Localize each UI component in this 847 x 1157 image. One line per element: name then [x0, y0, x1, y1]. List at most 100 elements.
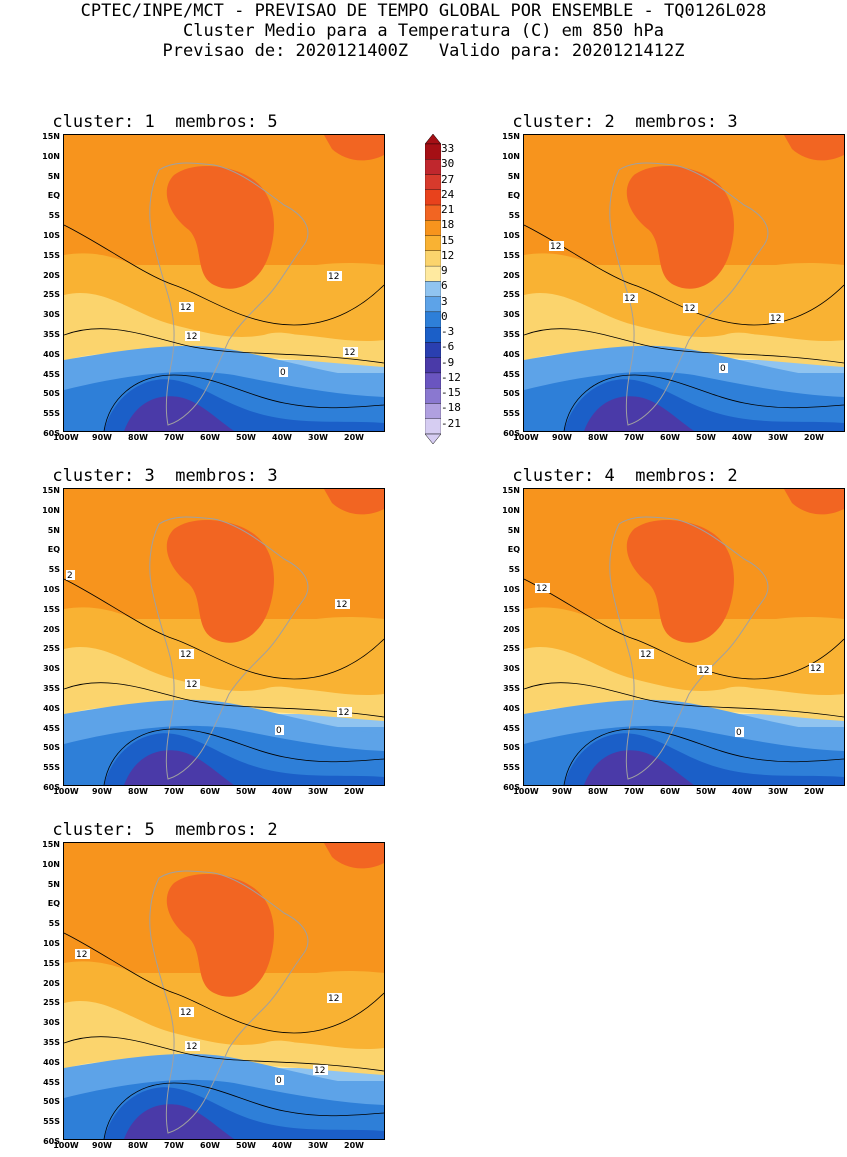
- contour-label: 12: [535, 583, 550, 594]
- lat-tick-label: 5S: [48, 211, 60, 221]
- lat-tick-label: 5S: [508, 211, 520, 221]
- lon-tick-label: 90W: [92, 433, 112, 442]
- svg-text:12: 12: [186, 332, 197, 342]
- lat-tick-label: 25S: [43, 998, 60, 1008]
- hot-core: [784, 489, 844, 515]
- contour-label: 12: [683, 303, 698, 314]
- colorbar-scale: [424, 133, 442, 445]
- lon-tick-label: 60W: [660, 787, 680, 796]
- header-line-1: CPTEC/INPE/MCT - PREVISAO DE TEMPO GLOBA…: [80, 1, 767, 21]
- svg-text:12: 12: [186, 680, 197, 690]
- svg-text:12: 12: [698, 666, 709, 676]
- temperature-map: 12 12 12 12 0: [63, 134, 385, 432]
- lon-tick-label: 80W: [588, 433, 608, 442]
- colorbar-label: 18: [441, 218, 455, 232]
- lat-tick-label: 5S: [48, 565, 60, 575]
- colorbar-swatch: [424, 388, 442, 404]
- members-count: 2: [727, 466, 738, 486]
- colorbar-label: 24: [441, 187, 455, 201]
- lon-tick-label: 20W: [344, 433, 364, 442]
- coldest-region: [124, 750, 234, 785]
- cluster-panel-3: cluster: 3 membros: 3 15N 10N 5N EQ 5S 10S 15S 2…: [0, 466, 385, 796]
- lon-tick-label: 30W: [308, 787, 328, 796]
- svg-text:12: 12: [536, 584, 547, 594]
- hot-core: [626, 165, 734, 289]
- header-line-2: Cluster Medio para a Temperatura (C) em …: [182, 21, 665, 41]
- lat-tick-label: 10S: [503, 231, 520, 240]
- colorbar-label: 30: [441, 157, 455, 171]
- hot-core: [166, 873, 274, 997]
- lat-tick-label: EQ: [47, 899, 60, 909]
- contour-label: 12: [697, 665, 712, 676]
- lat-tick-label: 10N: [42, 151, 60, 161]
- svg-text:12: 12: [180, 650, 191, 660]
- colorbar-swatch: [424, 143, 442, 160]
- cluster-number: 1: [144, 112, 176, 132]
- contour-label: 12: [185, 1041, 200, 1052]
- panel-title: cluster: 2 membros: 3: [460, 112, 790, 132]
- colorbar-swatch: [424, 357, 442, 374]
- svg-text:12: 12: [180, 1008, 191, 1018]
- lon-tick-label: 30W: [768, 433, 788, 442]
- contour-12: [524, 578, 844, 680]
- svg-text:0: 0: [280, 368, 286, 378]
- lon-tick-label: 40W: [272, 433, 292, 442]
- coldest-region: [584, 750, 694, 785]
- contour-12: [64, 224, 384, 326]
- lat-tick-label: 30S: [503, 310, 520, 320]
- colorbar-swatch: [424, 189, 442, 206]
- colorbar-swatch: [424, 403, 442, 419]
- lon-tick-label: 70W: [164, 787, 184, 796]
- contour-label: 0: [279, 367, 288, 378]
- colorbar-label: 21: [441, 203, 455, 217]
- colorbar-label: 6: [441, 279, 448, 293]
- colorbar-label: 15: [441, 233, 455, 247]
- lat-tick-label: 20S: [43, 270, 60, 280]
- contour-12: [64, 578, 384, 680]
- contour-12: [64, 1036, 384, 1072]
- svg-text:12: 12: [180, 303, 191, 313]
- lon-tick-label: 90W: [552, 433, 572, 442]
- cluster-panel-5: cluster: 5 membros: 2 15N 10N 5N EQ 5S 10S 15S 2…: [0, 820, 385, 1150]
- lat-tick-label: 25S: [503, 644, 520, 654]
- coastline: [609, 516, 769, 780]
- cluster-panel-4: cluster: 4 membros: 2 15N 10N 5N EQ 5S 10S 15S 2…: [460, 466, 845, 796]
- contour-12: [64, 932, 384, 1034]
- lon-tick-label: 90W: [92, 787, 112, 796]
- contour-0: [103, 728, 384, 785]
- panel-title: cluster: 5 membros: 2: [0, 820, 330, 840]
- contour-label: 12: [639, 649, 654, 660]
- lon-tick-label: 50W: [696, 433, 716, 442]
- cluster-label: cluster:: [52, 820, 145, 840]
- coastline: [149, 162, 309, 426]
- lat-tick-label: 35S: [43, 330, 60, 339]
- lat-tick-label: 50S: [43, 1097, 60, 1107]
- lat-tick-label: 5S: [508, 565, 520, 575]
- lon-tick-label: 80W: [128, 787, 148, 796]
- colorbar-swatch: [424, 235, 442, 251]
- lat-tick-label: 10N: [42, 859, 60, 869]
- contour-label: 12: [185, 331, 200, 342]
- hot-core: [324, 135, 384, 161]
- lat-tick-label: 5N: [507, 171, 520, 181]
- lon-tick-label: 20W: [804, 787, 824, 796]
- header-line-3: Previsao de: 2020121400Z Valido para: 20…: [162, 41, 685, 61]
- lon-tick-label: 30W: [308, 433, 328, 442]
- lat-tick-label: 15S: [503, 604, 520, 614]
- contour-label: 2: [66, 570, 75, 581]
- colorbar-label: 27: [441, 172, 455, 186]
- lat-tick-label: 35S: [503, 684, 520, 693]
- svg-text:12: 12: [770, 314, 781, 324]
- contour-label: 12: [335, 599, 350, 610]
- members-count: 2: [267, 820, 278, 840]
- lat-tick-label: 35S: [503, 330, 520, 339]
- colorbar-bottom-arrow: [424, 433, 442, 445]
- contour-label: 12: [327, 271, 342, 282]
- cluster-label: cluster:: [512, 112, 605, 132]
- lat-tick-label: 25S: [43, 644, 60, 654]
- lat-tick-label: 30S: [43, 1018, 60, 1028]
- svg-text:12: 12: [624, 294, 635, 304]
- lat-tick-label: 45S: [503, 723, 520, 733]
- members-count: 3: [727, 112, 738, 132]
- lon-tick-label: 100W: [513, 433, 539, 442]
